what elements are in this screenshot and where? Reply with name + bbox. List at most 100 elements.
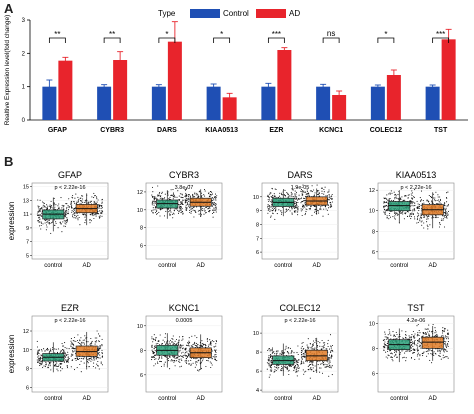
- legend-title: Type: [158, 9, 176, 18]
- y-tick-label: 10: [369, 209, 375, 215]
- y-tick-label: 6: [140, 373, 143, 379]
- legend-swatch-ad: [256, 9, 286, 18]
- facet-dars: DARS 6 7 8 9 10 1.9e-05 control AD: [253, 170, 339, 269]
- significance-label: ns: [327, 29, 335, 38]
- x-category-label: AD: [197, 263, 206, 269]
- facet-frame: [261, 182, 339, 260]
- x-category-label: control: [158, 263, 176, 269]
- facet-gfap: GFAP 5 7 9 11 13 15 expression p < 2.22e-16 contr…: [7, 170, 109, 269]
- bar-ad-cybr3: [113, 60, 128, 120]
- p-value-label: p < 2.22e-16: [284, 318, 315, 324]
- facet-frame: [377, 182, 455, 260]
- facet-title: CYBR3: [169, 170, 199, 180]
- p-value-label: 3.8e-07: [175, 185, 194, 191]
- significance-bracket: [213, 37, 231, 43]
- bar-control-kiaa0513: [206, 86, 221, 120]
- y-tick-label: 2: [22, 51, 26, 57]
- y-tick-label: 12: [369, 188, 375, 194]
- bar-control-ezr: [261, 86, 276, 120]
- facet-kiaa0513: KIAA0513 6 8 10 12 p < 2.22e-16 control AD: [369, 170, 455, 269]
- y-tick-label: 11: [23, 212, 29, 218]
- significance-bracket: [267, 37, 285, 43]
- x-category-label: AD: [83, 396, 92, 402]
- bar-ad-kiaa0513: [222, 97, 237, 120]
- significance-label: *: [220, 30, 223, 39]
- legend: Type Control AD: [158, 9, 300, 18]
- y-tick-label: 6: [372, 250, 375, 256]
- y-tick-label: 10: [137, 324, 143, 330]
- y-tick-label: 0: [22, 118, 26, 124]
- y-tick-label: 3: [22, 18, 26, 24]
- p-value-label: p < 2.22e-16: [54, 318, 85, 324]
- significance-label: *: [165, 30, 168, 39]
- legend-swatch-control: [190, 9, 220, 18]
- x-category-label: KCNC1: [319, 127, 343, 134]
- bar-control-kcnc1: [316, 86, 331, 120]
- facet-title: KIAA0513: [396, 170, 437, 180]
- y-tick-label: 6: [372, 371, 375, 377]
- y-axis-label: Realtive Expression level(fold change): [4, 15, 11, 126]
- facet-tst: TST 6 8 10 4.2e-06 control AD: [369, 303, 455, 402]
- facet-colec12: COLEC12 4 6 8 10 p < 2.22e-16 control AD: [253, 303, 339, 402]
- y-tick-label: 6: [26, 385, 29, 391]
- y-tick-label: 8: [256, 350, 259, 356]
- x-category-label: DARS: [157, 127, 177, 134]
- x-category-label: AD: [197, 396, 206, 402]
- p-value-label: 0.0005: [176, 318, 193, 324]
- bar-ad-kcnc1: [332, 95, 347, 120]
- bar-ad-ezr: [277, 50, 292, 120]
- x-category-label: AD: [313, 263, 322, 269]
- y-tick-label: 4: [256, 388, 259, 394]
- facet-title: COLEC12: [279, 303, 320, 313]
- y-tick-label: 6: [256, 369, 259, 375]
- y-tick-label: 7: [26, 240, 29, 246]
- bar-ad-dars: [167, 41, 182, 120]
- boxplot-grid-panel-b: GFAP 5 7 9 11 13 15 expression p < 2.22e-16 contr…: [7, 170, 455, 402]
- facet-title: DARS: [287, 170, 312, 180]
- significance-bracket: [158, 37, 176, 43]
- y-tick-label: 9: [256, 209, 259, 215]
- box-control: [388, 201, 411, 212]
- x-category-label: control: [158, 396, 176, 402]
- significance-bracket: [377, 37, 395, 43]
- y-tick-label: 8: [26, 367, 29, 373]
- x-category-label: KIAA0513: [205, 127, 238, 134]
- x-category-label: COLEC12: [370, 127, 402, 134]
- y-tick-label: 6: [140, 244, 143, 250]
- facet-y-axis-label: expression: [7, 202, 16, 241]
- bar-control-colec12: [370, 86, 385, 120]
- bar-control-gfap: [42, 86, 57, 120]
- x-category-label: control: [44, 263, 62, 269]
- y-tick-label: 12: [23, 329, 29, 335]
- bar-control-tst: [425, 86, 440, 120]
- x-category-label: CYBR3: [100, 127, 124, 134]
- p-value-label: p < 2.22e-16: [400, 185, 431, 191]
- x-category-label: GFAP: [48, 127, 67, 134]
- facet-ezr: EZR 6 8 10 12 expression p < 2.22e-16 control AD: [7, 303, 109, 402]
- significance-label: ***: [272, 30, 281, 39]
- significance-bracket: [103, 37, 121, 43]
- y-tick-label: 1: [22, 85, 26, 91]
- bar-chart-panel-a: Type Control AD 0 1 2 3 Realtive Expression lev…: [4, 9, 468, 134]
- significance-bracket: [322, 37, 340, 43]
- bar-control-dars: [151, 86, 166, 120]
- bar-ad-tst: [441, 39, 456, 121]
- significance-label: *: [384, 30, 387, 39]
- facet-kcnc1: KCNC1 6 8 10 0.0005 control AD: [137, 303, 223, 402]
- y-tick-label: 9: [26, 226, 29, 232]
- y-tick-label: 12: [137, 190, 143, 196]
- significance-label: **: [54, 30, 60, 39]
- facet-title: EZR: [61, 303, 80, 313]
- facet-title: GFAP: [58, 170, 82, 180]
- y-tick-label: 10: [253, 195, 259, 201]
- p-value-label: p < 2.22e-16: [54, 185, 85, 191]
- y-tick-label: 8: [140, 348, 143, 354]
- significance-label: **: [109, 30, 115, 39]
- y-tick-label: 10: [369, 321, 375, 327]
- panel-a-letter: A: [4, 1, 14, 16]
- p-value-label: 1.9e-05: [291, 185, 310, 191]
- y-tick-label: 6: [256, 250, 259, 256]
- x-category-label: AD: [429, 396, 438, 402]
- legend-label-ad: AD: [289, 9, 300, 18]
